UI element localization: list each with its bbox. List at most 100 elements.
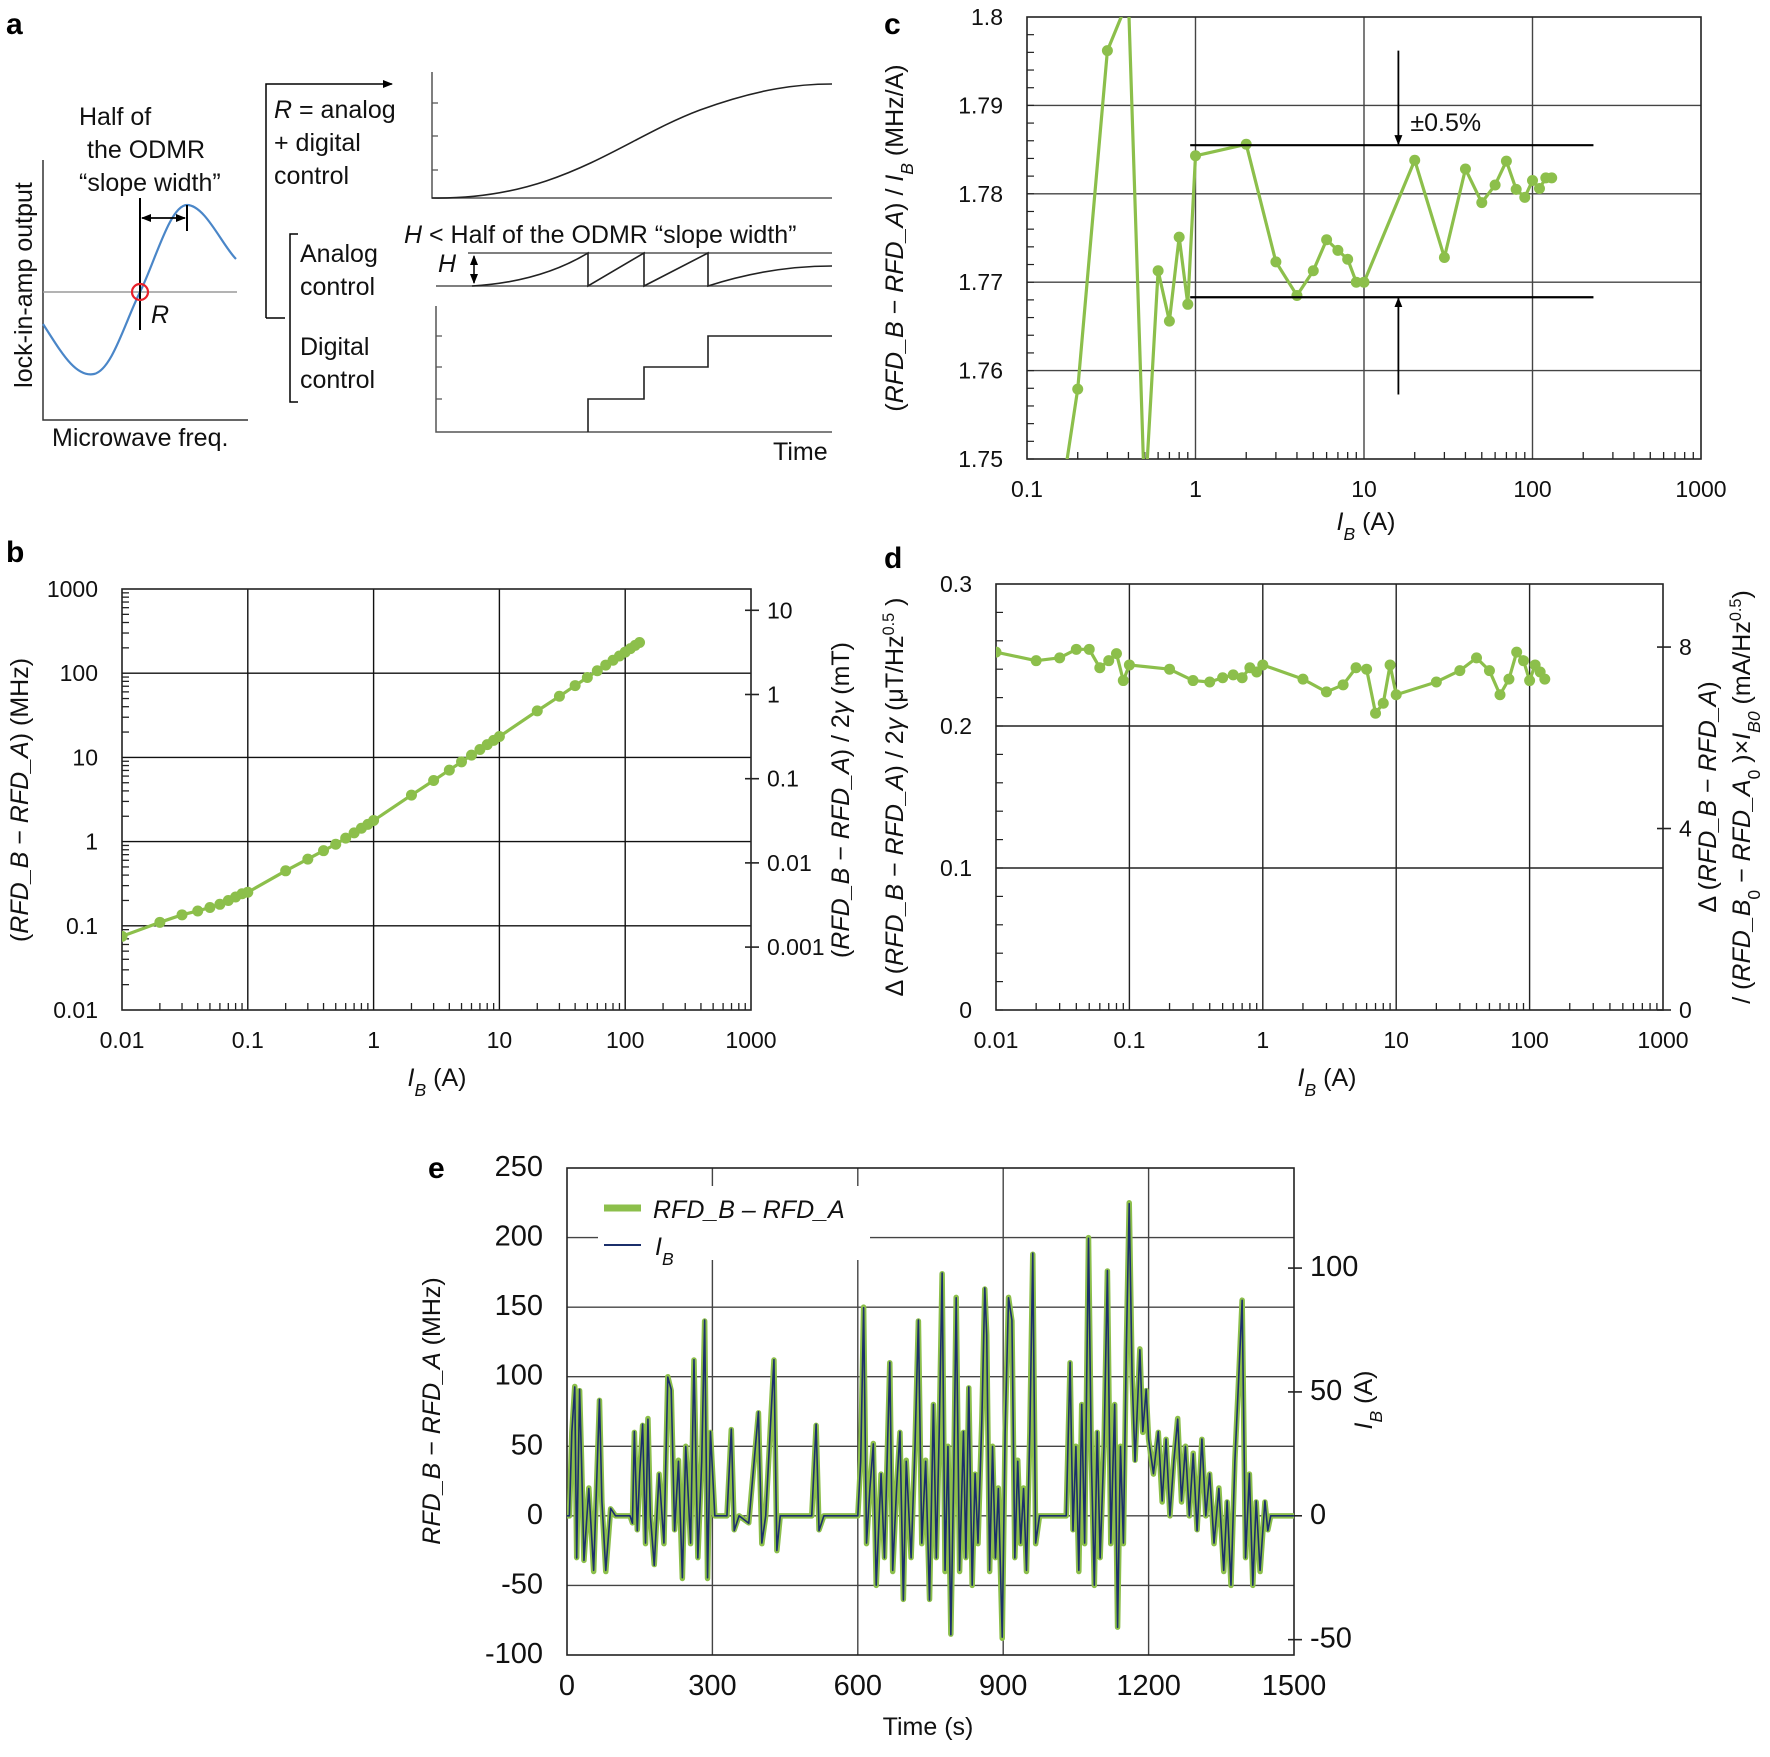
label-segment: RFD_B bbox=[1728, 900, 1756, 982]
data-point bbox=[1054, 652, 1066, 664]
y-tick-label: 0 bbox=[959, 997, 972, 1023]
series-line-ib bbox=[567, 1202, 1294, 1638]
y-tick-label: 1.79 bbox=[958, 92, 1003, 118]
data-point bbox=[591, 665, 603, 677]
charts: 0.01 0.1 1 10 100 10000.010.111010010001010.1… bbox=[6, 4, 1764, 1741]
y-tick-label: 250 bbox=[495, 1151, 543, 1183]
label-segment: ) / 2 bbox=[881, 730, 909, 773]
y-axis-title: (RFD_B − RFD_A) (MHz) bbox=[6, 658, 34, 942]
data-point bbox=[1072, 383, 1084, 395]
data-point bbox=[569, 680, 581, 692]
legend-label-ib: IB bbox=[655, 1233, 674, 1269]
data-point bbox=[1454, 665, 1466, 677]
r-equation-line2: + digital bbox=[274, 129, 361, 157]
annotation-slope-width: “slope width” bbox=[79, 169, 221, 197]
x-tick-label: 0.01 bbox=[100, 1027, 145, 1053]
odmr-axes bbox=[42, 160, 248, 421]
legend-background bbox=[598, 1186, 870, 1260]
data-point bbox=[1358, 276, 1370, 288]
plot-frame bbox=[121, 588, 752, 1011]
label-segment: Δ ( bbox=[881, 965, 909, 996]
x-tick-label: 0 bbox=[559, 1670, 575, 1702]
data-point bbox=[1291, 289, 1303, 301]
data-point bbox=[1321, 234, 1333, 246]
label-segment: (MHz) bbox=[418, 1277, 446, 1352]
data-point bbox=[280, 865, 292, 877]
x-tick-label: 1000 bbox=[725, 1027, 776, 1053]
data-point bbox=[204, 901, 216, 913]
label-segment: / ( bbox=[1728, 981, 1756, 1004]
y-right-tick-label: 1 bbox=[767, 681, 780, 707]
data-point bbox=[1546, 172, 1558, 184]
label-segment: RFD_B bbox=[827, 868, 855, 950]
chart-panel-b: 0.01 0.1 1 10 100 1000 0.01 0.1 1 10 100 1000 10 1 0.1… bbox=[6, 576, 855, 1100]
y-right-tick-label: 0.001 bbox=[767, 934, 825, 960]
label-segment: I bbox=[408, 1064, 415, 1092]
data-point bbox=[634, 636, 646, 648]
label-segment: ) / 2 bbox=[827, 714, 855, 757]
time-label: Time bbox=[773, 438, 828, 466]
data-point bbox=[1350, 662, 1362, 674]
data-point bbox=[1152, 265, 1164, 277]
y-axis-title: Δ (RFD_B − RFD_A) / 2γ (μT/Hz0.5 ) bbox=[880, 598, 909, 997]
panel-label-e: e bbox=[428, 1152, 445, 1185]
data-point bbox=[176, 909, 188, 921]
plot-area bbox=[1065, 17, 1558, 459]
data-point bbox=[214, 898, 226, 910]
analog-control-label-2: control bbox=[300, 273, 375, 301]
r-equation-line1: R = analog bbox=[274, 96, 396, 124]
y-tick-label: 100 bbox=[495, 1360, 543, 1392]
x-tick-label: 300 bbox=[688, 1670, 736, 1702]
digital-control-label-1: Digital bbox=[300, 333, 369, 361]
data-point bbox=[1524, 675, 1536, 687]
data-point bbox=[1483, 665, 1495, 677]
combined-control-curve bbox=[431, 83, 833, 199]
label-segment: RFD_A bbox=[827, 757, 855, 839]
data-point bbox=[1270, 256, 1282, 268]
y-tick-label: 0.3 bbox=[940, 571, 972, 597]
plot-frame bbox=[566, 1167, 1295, 1656]
data-point bbox=[531, 705, 543, 717]
annotation-half-of: Half of bbox=[79, 103, 151, 131]
data-point bbox=[368, 815, 380, 827]
x-tick-label: 1000 bbox=[1637, 1027, 1688, 1053]
h-var: H bbox=[404, 221, 423, 249]
x-tick-label: 1000 bbox=[1675, 476, 1726, 502]
data-point bbox=[1123, 659, 1135, 671]
analog-sawtooth bbox=[471, 251, 833, 288]
y-right-tick-label: 100 bbox=[1310, 1251, 1358, 1283]
lock-point-marker bbox=[130, 282, 150, 302]
data-point bbox=[1103, 655, 1115, 667]
data-point bbox=[1030, 655, 1042, 667]
label-segment: (MHz/A) bbox=[881, 64, 909, 163]
y-tick-label: 0.1 bbox=[940, 855, 972, 881]
y-tick-label: 1 bbox=[85, 829, 98, 855]
data-point bbox=[1297, 673, 1309, 685]
label-segment: ( bbox=[881, 403, 909, 412]
label-segment: I bbox=[1728, 733, 1756, 740]
data-point bbox=[1430, 676, 1442, 688]
x-tick-label: 10 bbox=[1351, 476, 1377, 502]
data-point bbox=[1307, 265, 1319, 277]
label-segment: − bbox=[827, 839, 855, 868]
y-tick-label: 10 bbox=[72, 744, 98, 770]
label-segment: (A) bbox=[426, 1064, 466, 1092]
data-point bbox=[443, 764, 455, 776]
data-point bbox=[192, 905, 204, 917]
series-line bbox=[122, 641, 641, 938]
data-point bbox=[1370, 707, 1382, 719]
x-tick-label: 100 bbox=[1513, 476, 1551, 502]
label-segment: (A) bbox=[1350, 1371, 1378, 1411]
y-tick-label: 0.2 bbox=[940, 713, 972, 739]
label-segment: − bbox=[418, 1434, 446, 1463]
y-tick-label: 1.78 bbox=[958, 181, 1003, 207]
data-point bbox=[1500, 155, 1512, 167]
tolerance-label: ±0.5% bbox=[1410, 109, 1481, 137]
label-segment: (mT) bbox=[827, 642, 855, 702]
x-axis-title: Time (s) bbox=[883, 1713, 974, 1741]
data-point bbox=[1204, 676, 1216, 688]
digital-plot-ticks bbox=[436, 335, 442, 400]
y-tick-label: 1.76 bbox=[958, 358, 1003, 384]
